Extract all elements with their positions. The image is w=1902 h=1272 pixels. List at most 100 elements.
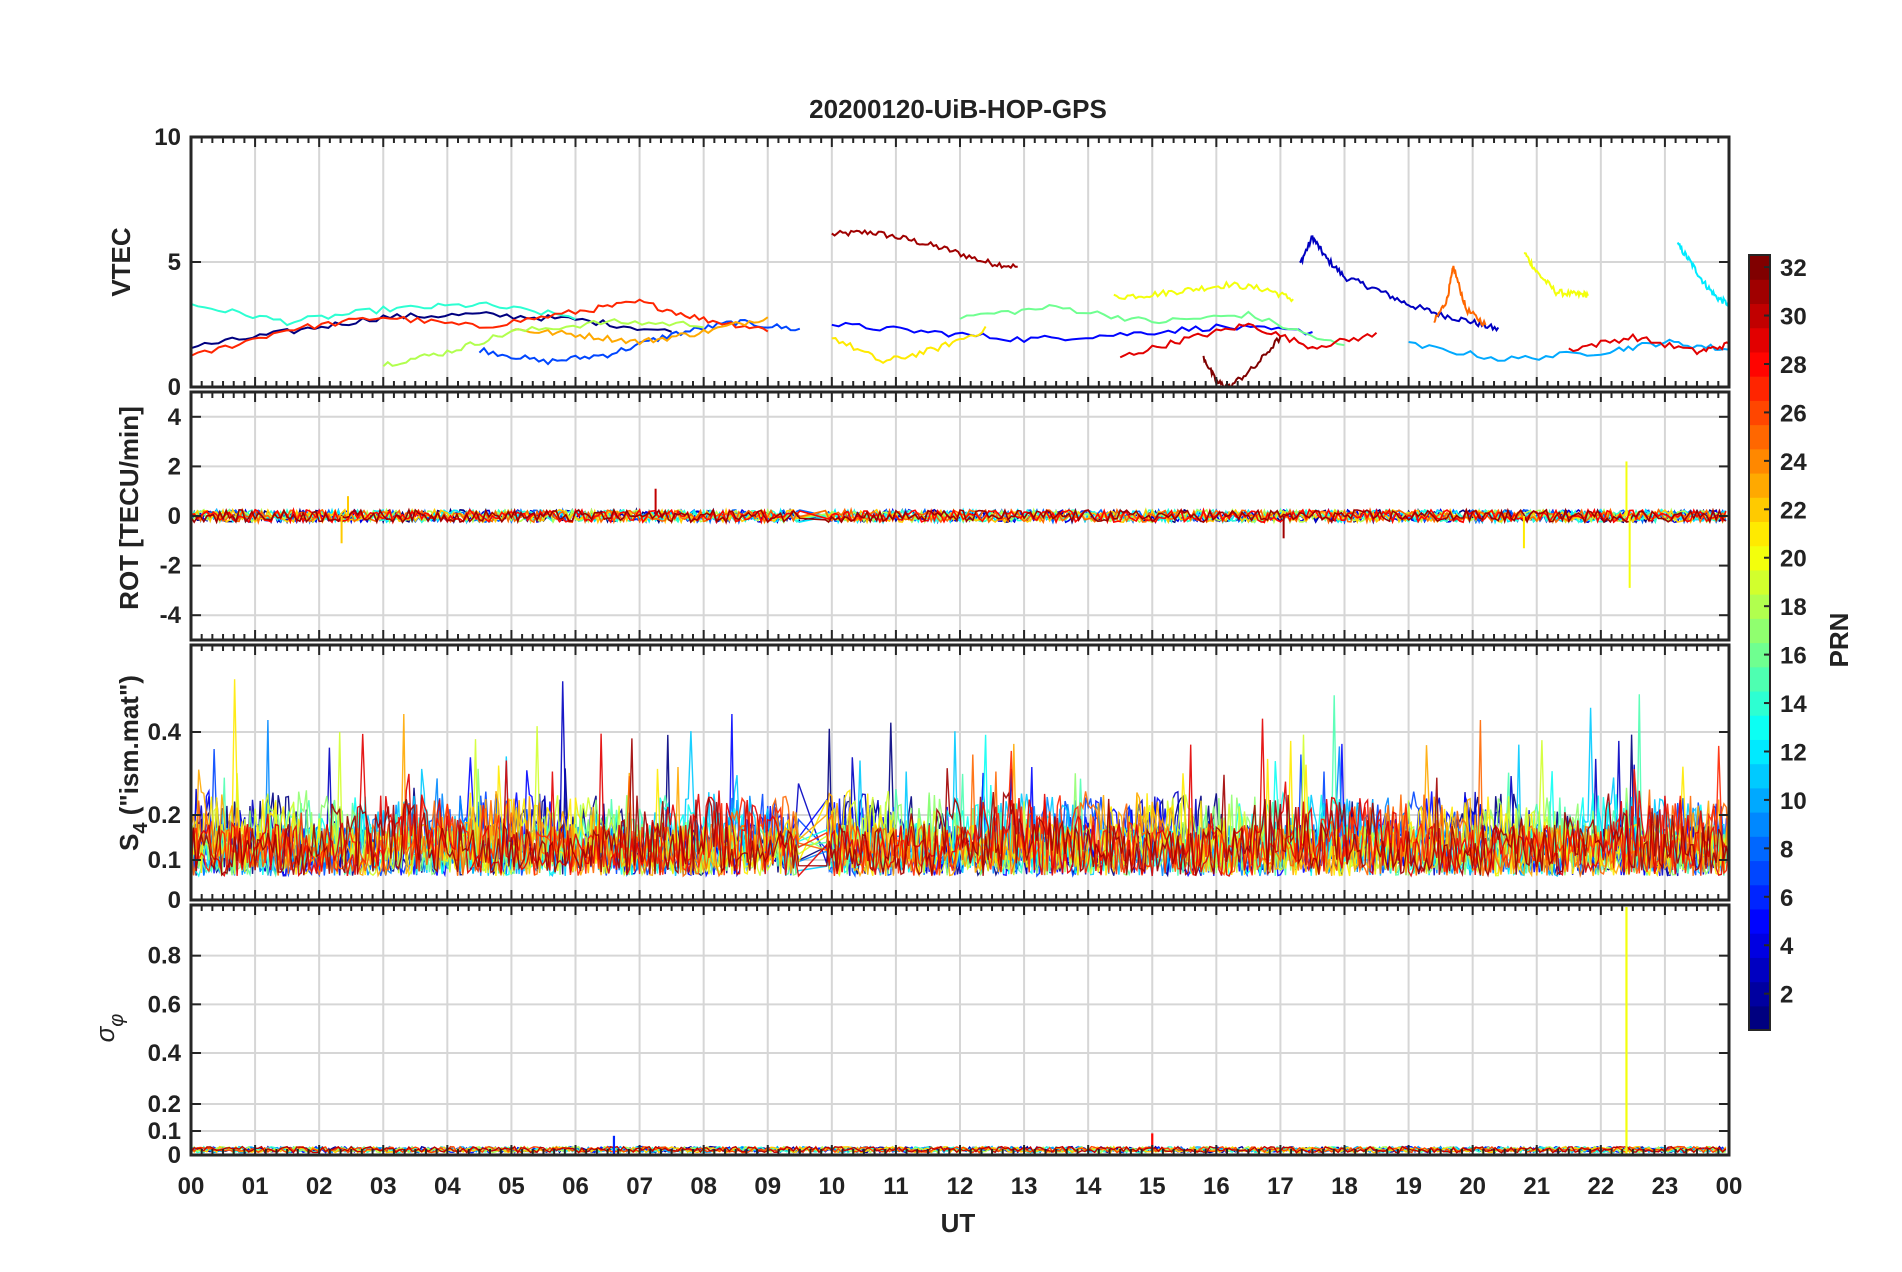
vtec-series-line (959, 304, 1345, 347)
colorbar-segment (1749, 860, 1770, 886)
y-tick-label: -2 (160, 553, 181, 580)
x-tick-label: 06 (562, 1173, 589, 1200)
colorbar-segment (1749, 448, 1770, 474)
x-tick-label: 02 (306, 1173, 333, 1200)
vtec-ylabel: VTEC (106, 227, 136, 297)
colorbar-segment (1749, 327, 1770, 353)
vtec-series-line (831, 325, 987, 364)
sigma-phi-panel: 00.10.2 0.4 0.6 0.8 (148, 903, 1731, 1169)
colorbar-segment (1749, 763, 1770, 789)
s4-ylabel-rest: ("ism.mat") (114, 675, 144, 822)
colorbar-tick-label: 14 (1780, 691, 1807, 718)
colorbar-segment (1749, 690, 1770, 716)
y-tick-label: -4 (160, 602, 182, 629)
colorbar-segment (1749, 836, 1770, 862)
x-tick-label: 20 (1459, 1173, 1486, 1200)
y-tick-label: 0 (168, 374, 181, 401)
vtec-series-line (478, 318, 801, 366)
vtec-series-line (1523, 252, 1589, 300)
colorbar-segment (1749, 812, 1770, 837)
x-tick-label: 14 (1075, 1173, 1102, 1200)
colorbar-tick-label: 6 (1780, 885, 1793, 912)
x-tick-label: 04 (434, 1173, 461, 1200)
s4-series-line (191, 738, 1729, 878)
vtec-series-line (831, 228, 1018, 270)
x-tick-label: 11 (883, 1173, 908, 1200)
x-tick-label: 05 (498, 1173, 525, 1200)
colorbar-segment (1749, 376, 1770, 401)
colorbar-tick-label: 8 (1780, 836, 1793, 863)
colorbar-segment (1749, 424, 1770, 450)
colorbar-segment (1749, 521, 1770, 547)
y-tick-label: 0.2 (148, 1091, 181, 1118)
x-tick-label: 18 (1331, 1173, 1358, 1200)
y-tick-label: 4 (168, 404, 182, 431)
vtec-series-line (1202, 336, 1282, 387)
colorbar-segment (1749, 545, 1770, 571)
colorbar-segment (1749, 666, 1770, 692)
x-tick-label: 09 (754, 1173, 781, 1200)
colorbar-segment (1749, 303, 1770, 329)
x-axis-label: UT (941, 1208, 976, 1238)
chart-title: 20200120-UiB-HOP-GPS (809, 94, 1107, 124)
colorbar-segment (1749, 642, 1770, 668)
rot-ylabel: ROT [TECU/min] (114, 406, 144, 610)
colorbar-segment (1749, 884, 1770, 910)
x-tick-label: 13 (1011, 1173, 1038, 1200)
x-tick-label: 16 (1203, 1173, 1230, 1200)
colorbar-tick-label: 12 (1780, 739, 1807, 766)
colorbar-segment (1749, 497, 1770, 523)
vtec-series-line (1676, 242, 1729, 307)
vtec-panel: 0 5 10 (154, 124, 1731, 401)
x-tick-label: 10 (818, 1173, 845, 1200)
colorbar-tick-label: 24 (1780, 449, 1807, 476)
colorbar-frame (1748, 254, 1771, 1031)
colorbar-segment (1749, 787, 1770, 813)
y-tick-label: 0 (168, 503, 181, 530)
s4-panel: 0 0.1 0.2 0.4 (148, 643, 1731, 914)
s4-series-line (191, 713, 1729, 878)
y-tick-label: 0.2 (148, 802, 181, 829)
y-tick-label: 0 (168, 1142, 181, 1169)
y-tick-label: 0.8 (148, 943, 181, 970)
x-tick-label: 08 (690, 1173, 717, 1200)
y-tick-label: 0.4 (148, 1040, 182, 1067)
rot-panel: -4 -2 0 2 4 (160, 390, 1731, 642)
colorbar-tick-label: 16 (1780, 643, 1807, 670)
colorbar-segment (1749, 569, 1770, 595)
x-tick-label: 00 (1716, 1173, 1743, 1200)
y-tick-label: 0.1 (148, 1118, 181, 1145)
colorbar-segment (1749, 255, 1770, 280)
x-tick-labels: 00 01 02 03 04 05 06 07 08 09 10 11 12 13 14 15 16 17 18 19… (178, 1173, 1743, 1200)
vtec-series-line (1568, 333, 1729, 356)
x-tick-label: 17 (1267, 1173, 1294, 1200)
data-layer (191, 461, 1727, 588)
colorbar-tick-label: 28 (1780, 352, 1807, 379)
vtec-series-line (511, 316, 769, 346)
vtec-series-line (1113, 280, 1294, 303)
colorbar-tick-label: 26 (1780, 400, 1807, 427)
y-tick-label: 0.1 (148, 847, 181, 874)
colorbar-tick-label: 4 (1780, 933, 1794, 960)
x-tick-label: 01 (242, 1173, 269, 1200)
colorbar-tick-label: 32 (1780, 255, 1807, 282)
vtec-series-line (1119, 322, 1378, 359)
vtec-series-line (1408, 338, 1729, 362)
y-tick-label: 5 (168, 249, 181, 276)
colorbar-segment (1749, 739, 1770, 765)
colorbar-segment (1749, 715, 1770, 740)
x-tick-label: 03 (370, 1173, 397, 1200)
colorbar-segment (1749, 981, 1770, 1007)
y-tick-label: 2 (168, 453, 181, 480)
x-tick-label: 21 (1523, 1173, 1550, 1200)
vtec-series-line (191, 298, 769, 357)
sigma-phi-ylabel: σφ (90, 1014, 128, 1043)
colorbar-tick-label: 10 (1780, 788, 1807, 815)
colorbar-tick-label: 30 (1780, 304, 1807, 331)
colorbar-segment (1749, 351, 1770, 377)
colorbar-segment (1749, 472, 1770, 498)
colorbar-label: PRN (1824, 613, 1854, 668)
colorbar-segment (1749, 618, 1770, 644)
